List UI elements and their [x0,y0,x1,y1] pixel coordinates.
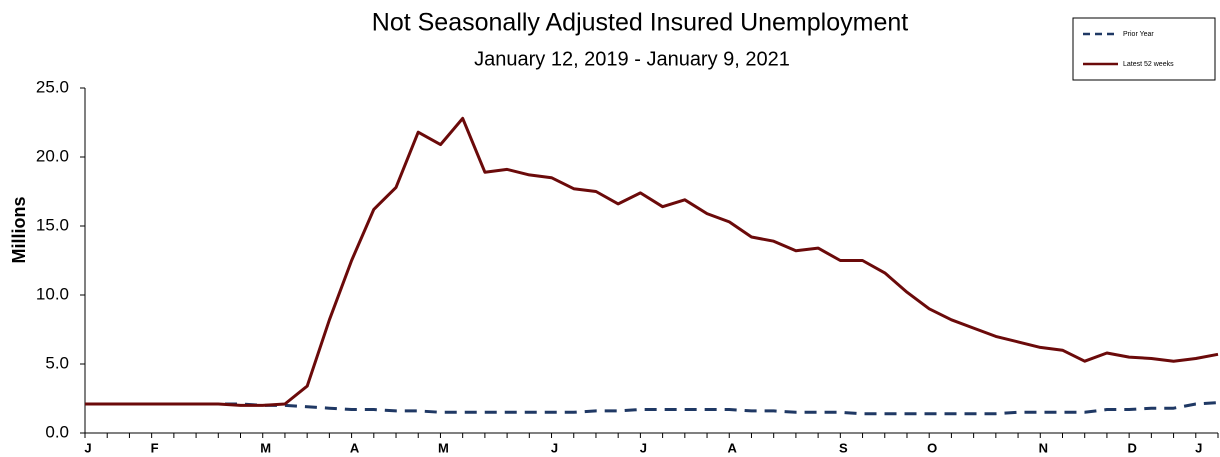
chart-subtitle: January 12, 2019 - January 9, 2021 [474,48,790,70]
x-tick-label: N [1039,440,1048,455]
legend-box [1072,17,1216,81]
x-tick-label: J [551,440,558,455]
legend-label: Prior Year [1123,31,1154,38]
y-tick-label: 5.0 [45,353,69,372]
x-tick-label: J [1195,440,1202,455]
series-line [85,116,1219,407]
x-tick-label: S [839,440,848,455]
x-tick-label: M [438,440,449,455]
chart-title: Not Seasonally Adjusted Insured Unemploy… [372,9,908,37]
y-tick-label: 25.0 [36,77,69,96]
y-axis-label: Millions [9,197,29,264]
y-tick-label: 15.0 [36,215,69,234]
x-tick-label: O [927,440,937,455]
x-tick-label: A [728,440,738,455]
legend-label: Latest 52 weeks [1123,61,1174,68]
x-tick-label: A [350,440,360,455]
x-tick-label: M [260,440,271,455]
x-tick-label: J [84,440,91,455]
x-tick-label: D [1127,440,1136,455]
y-tick-label: 10.0 [36,284,69,303]
x-tick-label: J [640,440,647,455]
y-tick-label: 0.0 [45,422,69,441]
y-tick-label: 20.0 [36,146,69,165]
x-tick-label: F [151,440,159,455]
